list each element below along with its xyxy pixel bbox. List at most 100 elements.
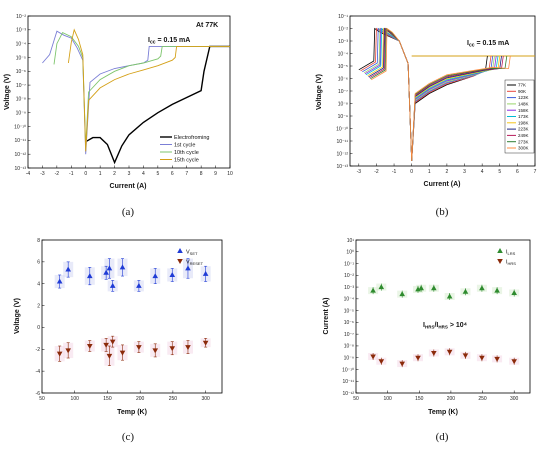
x-tick-label: -2 xyxy=(55,171,60,177)
legend-entry: IHRS xyxy=(506,260,516,267)
x-tick-label: 300 xyxy=(510,396,519,402)
y-tick-label: 10⁻¹¹ xyxy=(342,379,354,385)
data-point-V_SET xyxy=(185,265,191,271)
x-tick-label: 6 xyxy=(516,169,519,175)
data-point-V_RESET xyxy=(202,340,209,346)
y-tick-label: 10⁻¹² xyxy=(14,152,26,158)
y-tick-label: 10⁻¹ xyxy=(338,14,348,20)
y-tick-label: 10⁻³ xyxy=(338,39,348,45)
x-tick-label: 3 xyxy=(128,171,131,177)
x-tick-label: 2 xyxy=(446,169,449,175)
data-point-V_RESET xyxy=(169,346,176,352)
panel-a-temp-annotation: At 77K xyxy=(196,22,218,29)
panel-d-ylabel: Current (A) xyxy=(323,298,330,335)
data-point-I_HRS xyxy=(399,361,405,367)
y-tick-label: 10⁻² xyxy=(344,273,354,279)
panel-d-label: (d) xyxy=(436,431,449,443)
y-tick-label: 10⁻¹² xyxy=(342,391,354,397)
y-tick-label: -2 xyxy=(36,347,41,353)
x-tick-label: 7 xyxy=(534,169,537,175)
panel-a-series xyxy=(42,28,230,165)
data-point-V_RESET xyxy=(136,345,142,351)
y-tick-label: -4 xyxy=(36,369,41,375)
legend-entry: ILRS xyxy=(506,250,516,257)
y-tick-label: 10⁻¹³ xyxy=(336,164,348,170)
panel-d-x-ticks: 50 100 150 200 250 300 xyxy=(353,390,519,402)
data-point-I_HRS xyxy=(370,354,376,360)
y-tick-label: 10⁻⁶ xyxy=(338,76,348,82)
data-point-I_LRS xyxy=(494,287,500,293)
series-line-249K xyxy=(369,27,504,162)
x-tick-label: -1 xyxy=(69,171,74,177)
x-tick-label: 0 xyxy=(410,169,413,175)
data-point-V_SET xyxy=(106,265,113,271)
x-tick-label: -3 xyxy=(40,171,45,177)
x-tick-label: 5 xyxy=(498,169,501,175)
legend-entry: 77K xyxy=(518,83,526,88)
panel-b-x-ticks: -3 -2 -1 0 1 2 3 4 5 6 7 xyxy=(357,163,537,175)
data-point-I_LRS xyxy=(399,291,405,297)
data-point-V_SET xyxy=(65,266,71,272)
data-point-V_SET xyxy=(152,273,159,279)
panel-d-xlabel: Temp (K) xyxy=(428,409,458,416)
panel-b-y-ticks: 10⁻¹ 10⁻² 10⁻³ 10⁻⁴ 10⁻⁵ 10⁻⁶ 10⁻⁷ 10⁻⁸ 10⁻⁹ 10⁻¹… xyxy=(336,14,353,170)
x-tick-label: 100 xyxy=(71,396,80,402)
y-tick-label: 10⁻³ xyxy=(16,28,26,34)
panel-c-ylabel: Voltage (V) xyxy=(14,298,21,334)
panel-a-xlabel: Current (A) xyxy=(110,183,147,190)
data-point-I_HRS xyxy=(378,359,385,365)
data-point-I_HRS xyxy=(431,350,437,356)
panel-d-ratio-annotation: IHRS/IHRS > 10⁴ xyxy=(423,322,468,330)
panel-c: 50 100 150 200 250 300 8 6 4 2 0 -2 -4 -6 Temp (K) V… xyxy=(14,238,223,443)
x-tick-label: 7 xyxy=(185,171,188,177)
data-point-V_SET xyxy=(169,271,176,277)
y-tick-label: 10⁻¹² xyxy=(336,151,348,157)
y-tick-label: 10⁻³ xyxy=(344,285,354,291)
data-point-V_SET xyxy=(103,269,109,275)
data-point-V_RESET xyxy=(109,339,116,345)
panel-d-legend: ILRS IHRS xyxy=(497,248,516,266)
x-tick-label: 150 xyxy=(415,396,424,402)
y-tick-label: 2 xyxy=(37,303,40,309)
legend-entry: 273K xyxy=(518,139,529,144)
legend-entry: 90K xyxy=(518,89,526,94)
data-point-I_HRS xyxy=(511,359,517,365)
panel-d-frame xyxy=(355,239,531,394)
data-point-I_HRS xyxy=(494,356,500,362)
x-tick-label: 5 xyxy=(156,171,159,177)
panel-b-label: (b) xyxy=(436,206,449,218)
panel-a-x-ticks: -4 -3 -2 -1 0 1 2 3 4 5 6 7 8 9 10 xyxy=(26,165,233,177)
legend-marker xyxy=(497,248,503,253)
y-tick-label: 10⁻¹⁰ xyxy=(14,124,26,130)
panel-c-xlabel: Temp (K) xyxy=(117,409,147,416)
x-tick-label: -2 xyxy=(374,169,379,175)
panel-b: -3 -2 -1 0 1 2 3 4 5 6 7 10⁻¹10⁻²10⁻³10⁻⁴10⁻⁵10⁻⁶1… xyxy=(316,14,537,218)
y-tick-label: 4 xyxy=(37,282,40,288)
series-line-198K xyxy=(367,27,501,162)
legend-marker xyxy=(497,259,503,264)
panel-c-y-ticks: 8 6 4 2 0 -2 -4 -6 xyxy=(36,238,45,397)
legend-entry: 1st cycle xyxy=(174,143,195,149)
data-point-I_LRS xyxy=(378,284,385,290)
panel-b-ylabel: Voltage (V) xyxy=(316,74,323,110)
y-tick-label: 10⁻¹¹ xyxy=(14,138,26,144)
y-tick-label: 10⁻⁴ xyxy=(344,297,354,303)
x-tick-label: 8 xyxy=(200,171,203,177)
x-tick-label: 3 xyxy=(463,169,466,175)
x-tick-label: 2 xyxy=(113,171,116,177)
y-tick-label: 10⁻⁷ xyxy=(16,83,26,89)
y-tick-label: 10⁰ xyxy=(346,250,354,256)
x-tick-label: 100 xyxy=(383,396,392,402)
data-point-V_RESET xyxy=(56,351,63,357)
panel-c-points xyxy=(56,258,209,366)
panel-b-icc-annotation: Icc = 0.15 mA xyxy=(467,40,509,49)
panel-a-y-ticks: 10⁻² 10⁻³ 10⁻⁴ 10⁻⁵ 10⁻⁶ 10⁻⁷ 10⁻⁸ 10⁻⁹ 10⁻¹⁰ 10⁻… xyxy=(14,14,31,172)
y-tick-label: -6 xyxy=(36,391,41,397)
y-tick-label: 10⁻⁴ xyxy=(338,51,348,57)
y-tick-label: 10⁻⁷ xyxy=(338,89,348,95)
x-tick-label: 250 xyxy=(478,396,487,402)
x-tick-label: 6 xyxy=(171,171,174,177)
data-point-I_LRS xyxy=(418,285,424,291)
